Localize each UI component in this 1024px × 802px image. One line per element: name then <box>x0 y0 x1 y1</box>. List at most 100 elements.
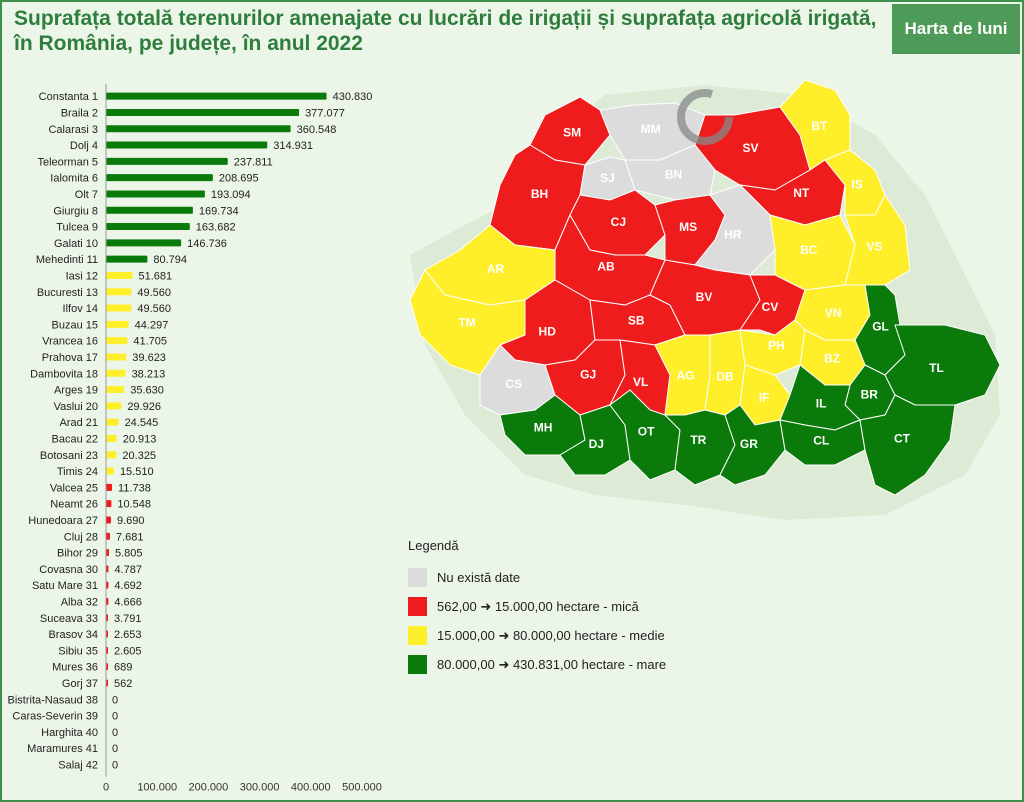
county-label-mh: MH <box>534 421 553 435</box>
county-label-ar: AR <box>487 262 505 276</box>
county-label-mm: MM <box>641 122 661 136</box>
bar-value-label: 208.695 <box>219 173 259 185</box>
bar <box>106 500 112 508</box>
bar-category-label: Ilfov 14 <box>63 303 98 315</box>
county-label-ot: OT <box>638 425 655 439</box>
x-tick-label: 500.000 <box>342 782 382 794</box>
bar-category-label: Giurgiu 8 <box>53 205 98 217</box>
bar-value-label: 4.692 <box>114 580 142 592</box>
bar-category-label: Bucuresti 13 <box>37 287 98 299</box>
county-label-hr: HR <box>724 227 742 241</box>
county-label-il: IL <box>816 396 827 410</box>
legend-item: 80.000,00 ➜ 430.831,00 hectare - mare <box>408 650 666 679</box>
page-title: Suprafața totală terenurilor amenajate c… <box>14 6 884 56</box>
bar-value-label: 49.560 <box>137 287 171 299</box>
bar-category-label: Gorj 37 <box>62 678 98 690</box>
bar-value-label: 377.077 <box>305 107 345 119</box>
bar <box>106 597 109 605</box>
county-label-nt: NT <box>793 186 810 200</box>
bar-category-label: Braila 2 <box>61 107 98 119</box>
bar-value-label: 0 <box>112 759 118 771</box>
bar <box>106 255 148 263</box>
bar-value-label: 193.094 <box>211 189 251 201</box>
bar-category-label: Botosani 23 <box>40 450 98 462</box>
bar <box>106 320 129 328</box>
legend-label: 562,00 ➜ 15.000,00 hectare - mică <box>437 598 639 614</box>
x-tick-label: 0 <box>103 782 109 794</box>
county-label-sv: SV <box>743 141 759 155</box>
legend-item: Nu există date <box>408 563 666 592</box>
bar-category-label: Sibiu 35 <box>58 645 98 657</box>
bar <box>106 304 132 312</box>
county-label-bz: BZ <box>824 352 840 366</box>
legend-label: Nu există date <box>437 570 521 585</box>
bar-value-label: 9.690 <box>117 515 145 527</box>
bar-value-label: 163.682 <box>196 222 236 234</box>
bar-category-label: Bistrita-Nasaud 38 <box>8 694 99 706</box>
county-label-dj: DJ <box>589 437 604 451</box>
county-label-tl: TL <box>929 361 944 375</box>
bar <box>106 532 110 540</box>
bar-category-label: Galati 10 <box>54 238 98 250</box>
legend-swatch <box>408 655 427 674</box>
x-tick-label: 100.000 <box>137 782 177 794</box>
bar-chart: Constanta 1 430.830 Braila 2 377.077 Calaras… <box>8 84 382 794</box>
x-tick-label: 400.000 <box>291 782 331 794</box>
bar-category-label: Buzau 15 <box>52 319 98 331</box>
bar-category-label: Mehedinti 11 <box>36 254 98 266</box>
bar-category-label: Neamt 26 <box>50 499 98 511</box>
bar <box>106 467 114 475</box>
bar-value-label: 80.794 <box>153 254 187 266</box>
bar-category-label: Valcea 25 <box>50 482 98 494</box>
bar-value-label: 4.787 <box>114 564 142 576</box>
bar <box>106 434 117 442</box>
county-label-ab: AB <box>597 260 615 274</box>
bar-category-label: Teleorman 5 <box>37 156 98 168</box>
bar <box>106 369 126 377</box>
county-ct <box>859 394 956 496</box>
bar-value-label: 10.548 <box>117 499 151 511</box>
bar-category-label: Olt 7 <box>75 189 98 201</box>
bar-category-label: Harghita 40 <box>41 727 98 739</box>
county-label-is: IS <box>851 177 862 191</box>
bar-value-label: 2.653 <box>114 629 142 641</box>
bar-value-label: 11.738 <box>118 482 151 494</box>
county-label-cs: CS <box>505 377 522 391</box>
county-label-vs: VS <box>866 240 882 254</box>
bar-value-label: 15.510 <box>120 466 154 478</box>
bar-category-label: Bacau 22 <box>52 433 98 445</box>
bar-value-label: 35.630 <box>130 385 164 397</box>
bar-value-label: 51.681 <box>138 270 172 282</box>
bar <box>106 157 228 165</box>
bar-value-label: 4.666 <box>114 596 142 608</box>
bar <box>106 174 213 182</box>
bar <box>106 516 111 524</box>
county-label-tm: TM <box>458 316 475 330</box>
bar <box>106 239 182 247</box>
bar-category-label: Caras-Severin 39 <box>12 711 98 723</box>
county-label-sj: SJ <box>600 171 615 185</box>
title-line-1: Suprafața totală terenurilor amenajate c… <box>14 7 877 30</box>
bar-category-label: Tulcea 9 <box>56 222 98 234</box>
county-label-hd: HD <box>539 325 557 339</box>
bar-category-label: Satu Mare 31 <box>32 580 98 592</box>
county-label-ct: CT <box>894 432 911 446</box>
bar <box>106 565 109 573</box>
bar-category-label: Prahova 17 <box>42 352 98 364</box>
bar <box>106 418 119 426</box>
bar <box>106 92 327 100</box>
title-line-2: în România, pe județe, în anul 2022 <box>14 32 363 55</box>
bar <box>106 451 117 459</box>
bar-value-label: 689 <box>114 662 132 674</box>
bar-value-label: 24.545 <box>125 417 159 429</box>
bar-category-label: Suceava 33 <box>40 613 98 625</box>
x-tick-label: 200.000 <box>189 782 229 794</box>
bar-category-label: Vaslui 20 <box>54 401 98 413</box>
county-label-if: IF <box>759 391 770 405</box>
county-label-gj: GJ <box>580 367 596 381</box>
legend-swatch <box>408 568 427 587</box>
bar-value-label: 562 <box>114 678 132 690</box>
bar-value-label: 7.681 <box>116 531 144 543</box>
bar-value-label: 0 <box>112 694 118 706</box>
county-label-br: BR <box>861 387 879 401</box>
